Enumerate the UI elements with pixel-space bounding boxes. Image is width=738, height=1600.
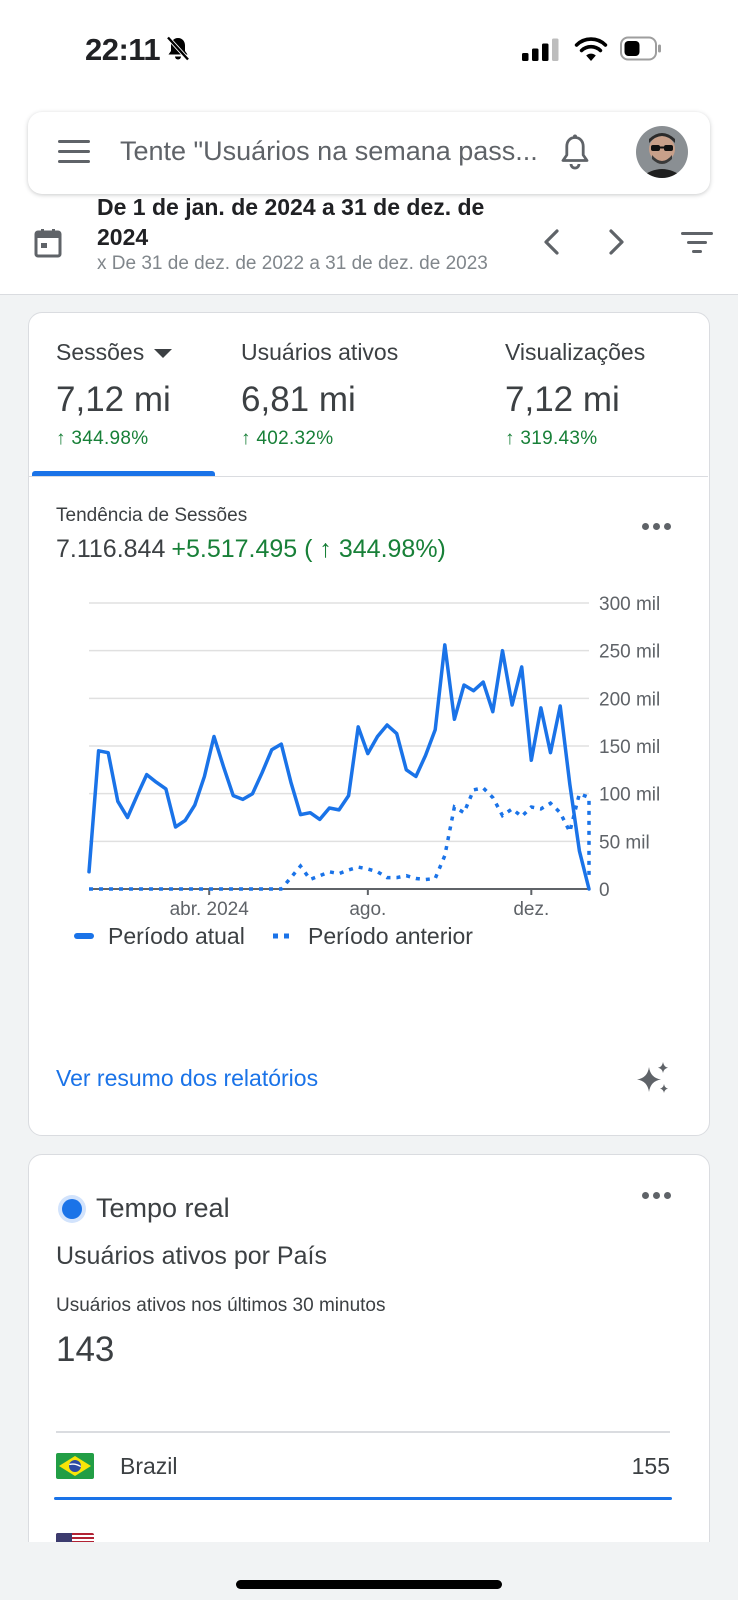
chevron-right-icon[interactable] <box>606 228 628 256</box>
bell-off-icon <box>166 36 190 61</box>
trend-title: Tendência de Sessões <box>56 505 248 526</box>
metric-change: ↑ 344.98% <box>56 428 149 449</box>
y-tick-label: 150 mil <box>599 737 660 758</box>
x-tick-label: ago. <box>349 899 386 920</box>
more-horizontal-icon[interactable] <box>642 1192 672 1200</box>
date-range-comparison: x De 31 de dez. de 2022 a 31 de dez. de … <box>97 253 488 274</box>
metric-label: Sessões <box>56 339 145 365</box>
realtime-subtitle: Usuários ativos por País <box>56 1242 327 1270</box>
bell-icon[interactable] <box>560 134 590 170</box>
legend-label-current: Período atual <box>108 923 245 949</box>
country-name: Brazil <box>120 1453 178 1479</box>
country-share-bar <box>54 1497 672 1500</box>
status-time: 22:11 <box>85 32 161 67</box>
selected-tab-indicator <box>32 471 215 476</box>
realtime-caption: Usuários ativos nos últimos 30 minutos <box>56 1295 386 1316</box>
legend-label-previous: Período anterior <box>308 923 473 949</box>
metric-tab-views[interactable]: Visualizações 7,12 mi ↑ 319.43% <box>505 339 645 450</box>
realtime-active-users-count: 143 <box>56 1330 115 1369</box>
metric-change: ↑ 402.32% <box>241 428 334 449</box>
y-tick-label: 100 mil <box>599 785 660 806</box>
y-tick-label: 50 mil <box>599 832 650 853</box>
home-indicator[interactable] <box>236 1580 502 1589</box>
filter-icon[interactable] <box>680 230 714 256</box>
country-row[interactable]: Brazil 155 <box>54 1439 672 1500</box>
menu-icon[interactable] <box>58 140 90 164</box>
sparkle-icon[interactable] <box>635 1061 671 1097</box>
metric-value: 6,81 mi <box>241 380 356 419</box>
realtime-card: Tempo real Usuários ativos por País Usuá… <box>28 1154 710 1600</box>
series-line-current <box>87 643 591 891</box>
overview-card: Sessões 7,12 mi ↑ 344.98% Usuários ativo… <box>28 312 710 1136</box>
sessions-trend-chart: 300 mil 250 mil 200 mil 150 mil 100 mil 50 mi… <box>74 594 660 949</box>
y-tick-label: 250 mil <box>599 642 660 663</box>
search-bar[interactable]: Tente "Usuários na semana pass... <box>28 112 710 194</box>
metric-label: Usuários ativos <box>241 339 399 365</box>
legend-swatch-current <box>74 933 94 939</box>
country-value: 155 <box>631 1453 670 1479</box>
metric-value: 7,12 mi <box>56 380 171 419</box>
avatar[interactable] <box>636 126 688 178</box>
trend-values: 7.116.844 +5.517.495 ( ↑ 344.98%) <box>56 535 446 564</box>
more-horizontal-icon[interactable] <box>642 523 672 531</box>
report-summary-link[interactable]: Ver resumo dos relatórios <box>56 1065 319 1091</box>
app-header: Tente "Usuários na semana pass... De <box>0 100 738 295</box>
realtime-indicator <box>62 1199 82 1219</box>
battery-icon <box>620 36 661 61</box>
calendar-icon[interactable] <box>34 228 62 258</box>
search-input[interactable]: Tente "Usuários na semana pass... <box>120 136 538 166</box>
x-tick-label: dez. <box>513 899 549 920</box>
tabs-divider <box>29 476 708 477</box>
trend-total: 7.116.844 <box>56 535 166 563</box>
metric-change: ↑ 319.43% <box>505 428 598 449</box>
divider <box>56 1431 670 1433</box>
caret-down-icon[interactable] <box>154 349 173 359</box>
status-bar: 22:11 <box>0 0 738 100</box>
cellular-signal-icon <box>522 38 559 61</box>
home-indicator-area <box>0 1542 738 1600</box>
chevron-left-icon[interactable] <box>540 228 562 256</box>
brazil-flag-icon <box>56 1453 94 1479</box>
y-tick-label: 200 mil <box>599 689 660 710</box>
date-range-current[interactable]: De 1 de jan. de 2024 a 31 de dez. de 202… <box>97 194 485 250</box>
series-line-previous <box>89 785 591 891</box>
y-tick-label: 0 <box>599 880 610 901</box>
metric-tab-active-users[interactable]: Usuários ativos 6,81 mi ↑ 402.32% <box>241 339 398 450</box>
metric-label: Visualizações <box>505 339 646 365</box>
trend-delta: +5.517.495 ( ↑ 344.98%) <box>171 535 446 563</box>
realtime-title: Tempo real <box>96 1193 230 1223</box>
wifi-icon <box>574 37 608 61</box>
metric-value: 7,12 mi <box>505 380 620 419</box>
x-tick-label: abr. 2024 <box>170 899 250 920</box>
metric-tab-sessions[interactable]: Sessões 7,12 mi ↑ 344.98% <box>56 339 173 450</box>
y-tick-label: 300 mil <box>599 594 660 615</box>
